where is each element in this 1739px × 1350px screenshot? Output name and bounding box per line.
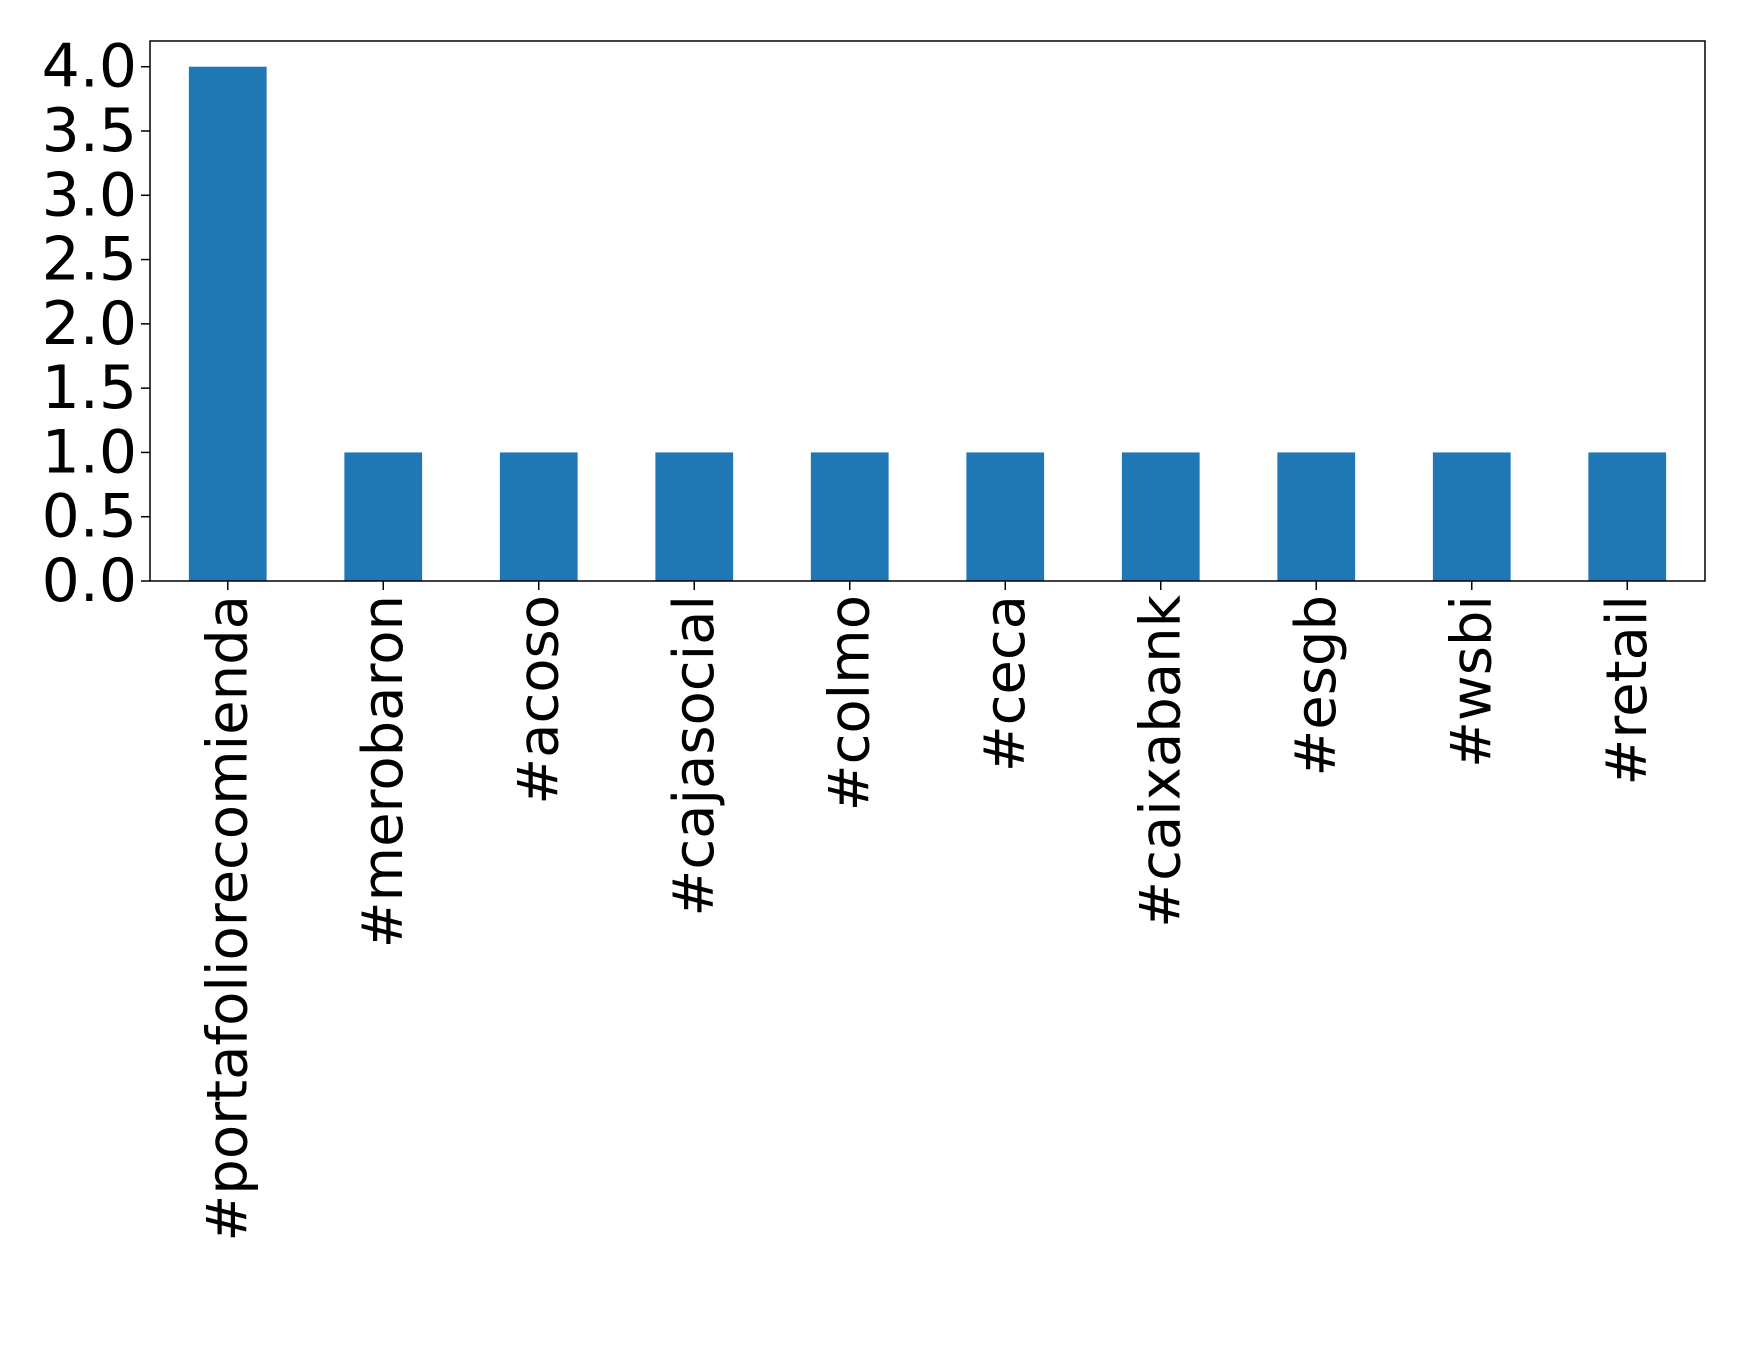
plot-frame [149,40,1706,582]
x-axis: #portafoliorecomienda #merobaron #acoso #ca… [195,581,1660,1242]
x-tick-label: #portafoliorecomienda [195,595,260,1242]
bar-portafoliorecomienda [188,66,267,581]
y-axis: 0.00.51.01.52.02.53.03.54.0 [42,32,150,616]
bar-colmo [810,452,889,581]
y-tick-label: 4.0 [42,32,137,102]
x-tick-label: #merobaron [351,595,416,948]
bar-cajasocial [655,452,734,581]
y-tick-label: 0.0 [42,546,137,616]
bar-caixabank [1121,452,1200,581]
y-tick-label: 2.5 [42,225,137,295]
bar-acoso [499,452,578,581]
y-tick-label: 3.0 [42,160,137,230]
y-tick-label: 0.5 [42,482,137,552]
x-tick-label: #acoso [506,595,571,805]
x-tick-label: #ceca [973,595,1038,772]
y-tick-label: 3.5 [42,96,137,166]
bar-merobaron [344,452,423,581]
y-tick-label: 2.0 [42,289,137,359]
bar-wsbi [1432,452,1511,581]
y-tick-label: 1.0 [42,417,137,487]
x-tick-label: #wsbi [1439,595,1504,768]
x-tick-label: #caixabank [1128,594,1193,927]
x-tick-label: #esgb [1284,595,1349,777]
x-tick-label: #colmo [817,595,882,811]
y-tick-label: 1.5 [42,353,137,423]
bar-ceca [966,452,1045,581]
x-tick-label: #cajasocial [662,595,727,917]
bar-esgb [1277,452,1356,581]
x-tick-label: #retail [1595,595,1660,786]
bars-group [188,66,1667,581]
bar-retail [1588,452,1667,581]
